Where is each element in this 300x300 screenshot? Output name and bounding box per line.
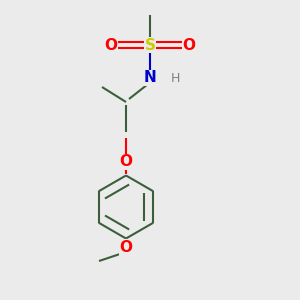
Text: S: S <box>145 38 155 52</box>
Text: O: O <box>119 154 133 169</box>
Text: N: N <box>144 70 156 86</box>
Text: O: O <box>119 240 133 255</box>
Text: O: O <box>104 38 118 52</box>
Text: O: O <box>182 38 196 52</box>
Text: H: H <box>171 71 180 85</box>
